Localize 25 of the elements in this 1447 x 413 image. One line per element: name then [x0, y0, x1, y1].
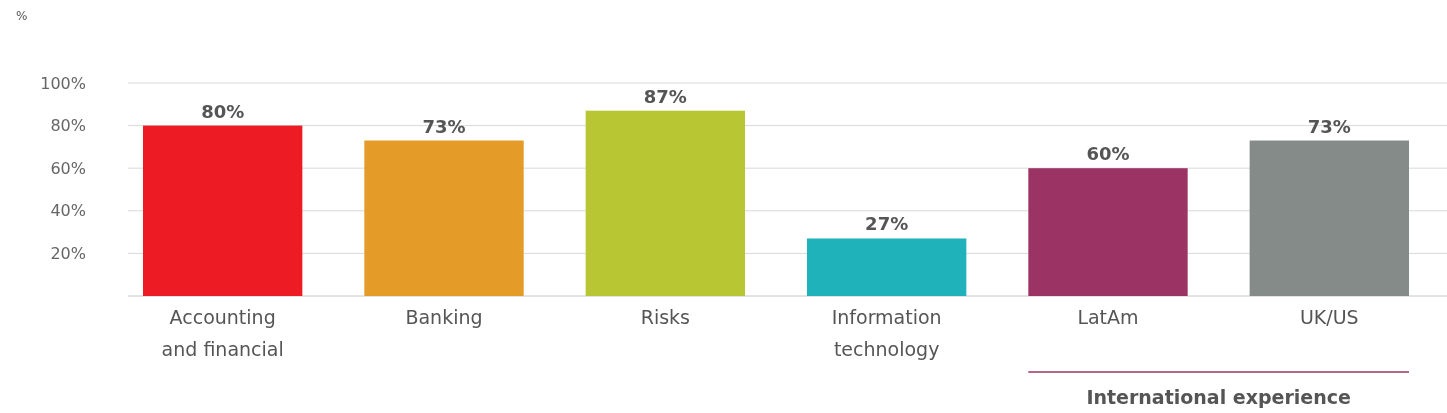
y-tick-label: 80% [50, 116, 86, 136]
y-tick-label: 20% [50, 244, 86, 263]
bar [1249, 140, 1409, 296]
data-label: 87% [643, 85, 687, 107]
x-tick-label: Information technology [831, 306, 942, 360]
text: International experience [1086, 386, 1351, 408]
data-label: 60% [1086, 143, 1130, 165]
bar [585, 110, 746, 296]
data-label: 73% [422, 115, 466, 137]
x-tick-label: Accounting and financial [161, 306, 284, 360]
y-tick-label: 60% [50, 158, 86, 178]
x-tick-label: Banking [405, 306, 483, 328]
bar [143, 125, 303, 296]
bar [1028, 168, 1188, 296]
data-label: 27% [865, 213, 909, 235]
bar [364, 140, 524, 296]
x-tick-label: Risks [640, 306, 690, 328]
y-axis-title: % [16, 9, 28, 23]
y-tick-label: 40% [50, 201, 86, 221]
y-tick-label: 100% [40, 73, 86, 93]
x-tick-label: UK/US [1299, 306, 1359, 328]
bar [806, 238, 967, 296]
data-label: 80% [201, 100, 245, 122]
data-label: 73% [1307, 115, 1351, 137]
x-tick-label: LatAm [1077, 306, 1139, 328]
